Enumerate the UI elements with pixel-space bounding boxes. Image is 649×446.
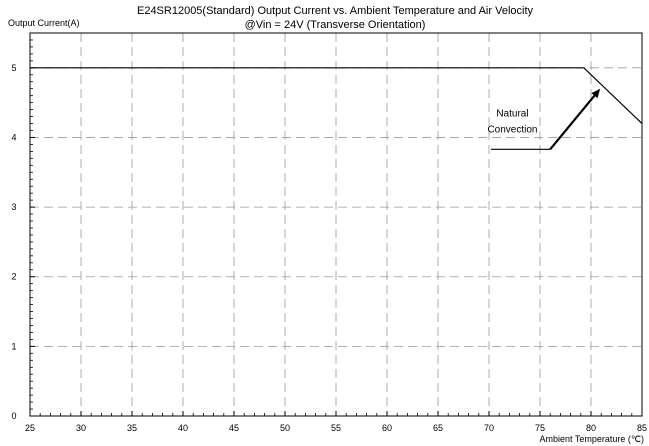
x-tick-label-30: 30 bbox=[76, 423, 86, 433]
x-tick-label-60: 60 bbox=[382, 423, 392, 433]
x-tick-label-50: 50 bbox=[280, 423, 290, 433]
x-tick-label-25: 25 bbox=[25, 423, 35, 433]
natural-convection-annotation: Natural Convection bbox=[487, 88, 601, 150]
grid bbox=[30, 33, 642, 416]
x-tick-label-55: 55 bbox=[331, 423, 341, 433]
annotation-arrow-shaft bbox=[549, 94, 596, 150]
x-tick-label-75: 75 bbox=[535, 423, 545, 433]
y-tick-label-5: 5 bbox=[11, 63, 16, 73]
x-tick-label-40: 40 bbox=[178, 423, 188, 433]
x-tick-label-65: 65 bbox=[433, 423, 443, 433]
y-tick-label-0: 0 bbox=[11, 411, 16, 421]
x-tick-label-35: 35 bbox=[127, 423, 137, 433]
x-tick-label-80: 80 bbox=[586, 423, 596, 433]
y-tick-label-3: 3 bbox=[11, 202, 16, 212]
annotation-label-natural: Natural bbox=[496, 109, 528, 120]
x-axis-label: Ambient Temperature (℃) bbox=[540, 434, 644, 444]
x-tick-label-45: 45 bbox=[229, 423, 239, 433]
y-tick-label-1: 1 bbox=[11, 341, 16, 351]
y-axis-label: Output Current(A) bbox=[8, 18, 80, 28]
annotation-arrow-head bbox=[591, 88, 601, 99]
series-line-0 bbox=[30, 67, 643, 124]
series bbox=[30, 67, 643, 124]
chart-title-line-2: @Vin = 24V (Transverse Orientation) bbox=[245, 19, 426, 31]
x-tick-label-70: 70 bbox=[484, 423, 494, 433]
y-tick-label-2: 2 bbox=[11, 272, 16, 282]
y-tick-label-4: 4 bbox=[11, 132, 16, 142]
minor-ticks bbox=[30, 32, 633, 416]
annotation-label-convection: Convection bbox=[487, 125, 537, 136]
chart-title-line-1: E24SR12005(Standard) Output Current vs. … bbox=[137, 5, 534, 17]
x-tick-label-85: 85 bbox=[637, 423, 647, 433]
